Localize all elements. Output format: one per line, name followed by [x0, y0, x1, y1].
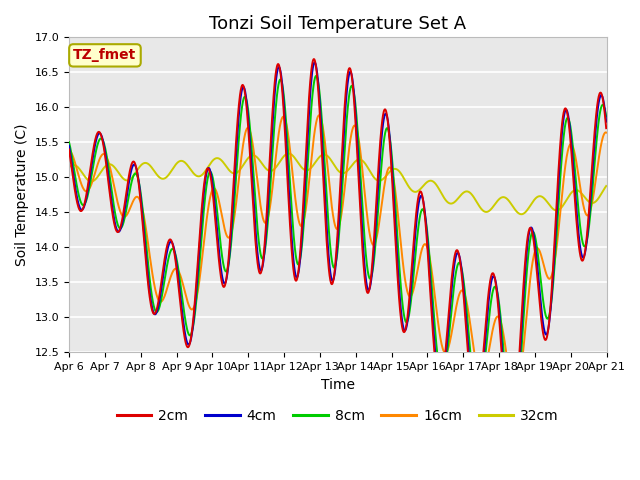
Y-axis label: Soil Temperature (C): Soil Temperature (C) [15, 124, 29, 266]
X-axis label: Time: Time [321, 378, 355, 392]
Title: Tonzi Soil Temperature Set A: Tonzi Soil Temperature Set A [209, 15, 467, 33]
Text: TZ_fmet: TZ_fmet [74, 48, 136, 62]
Legend: 2cm, 4cm, 8cm, 16cm, 32cm: 2cm, 4cm, 8cm, 16cm, 32cm [111, 404, 564, 429]
